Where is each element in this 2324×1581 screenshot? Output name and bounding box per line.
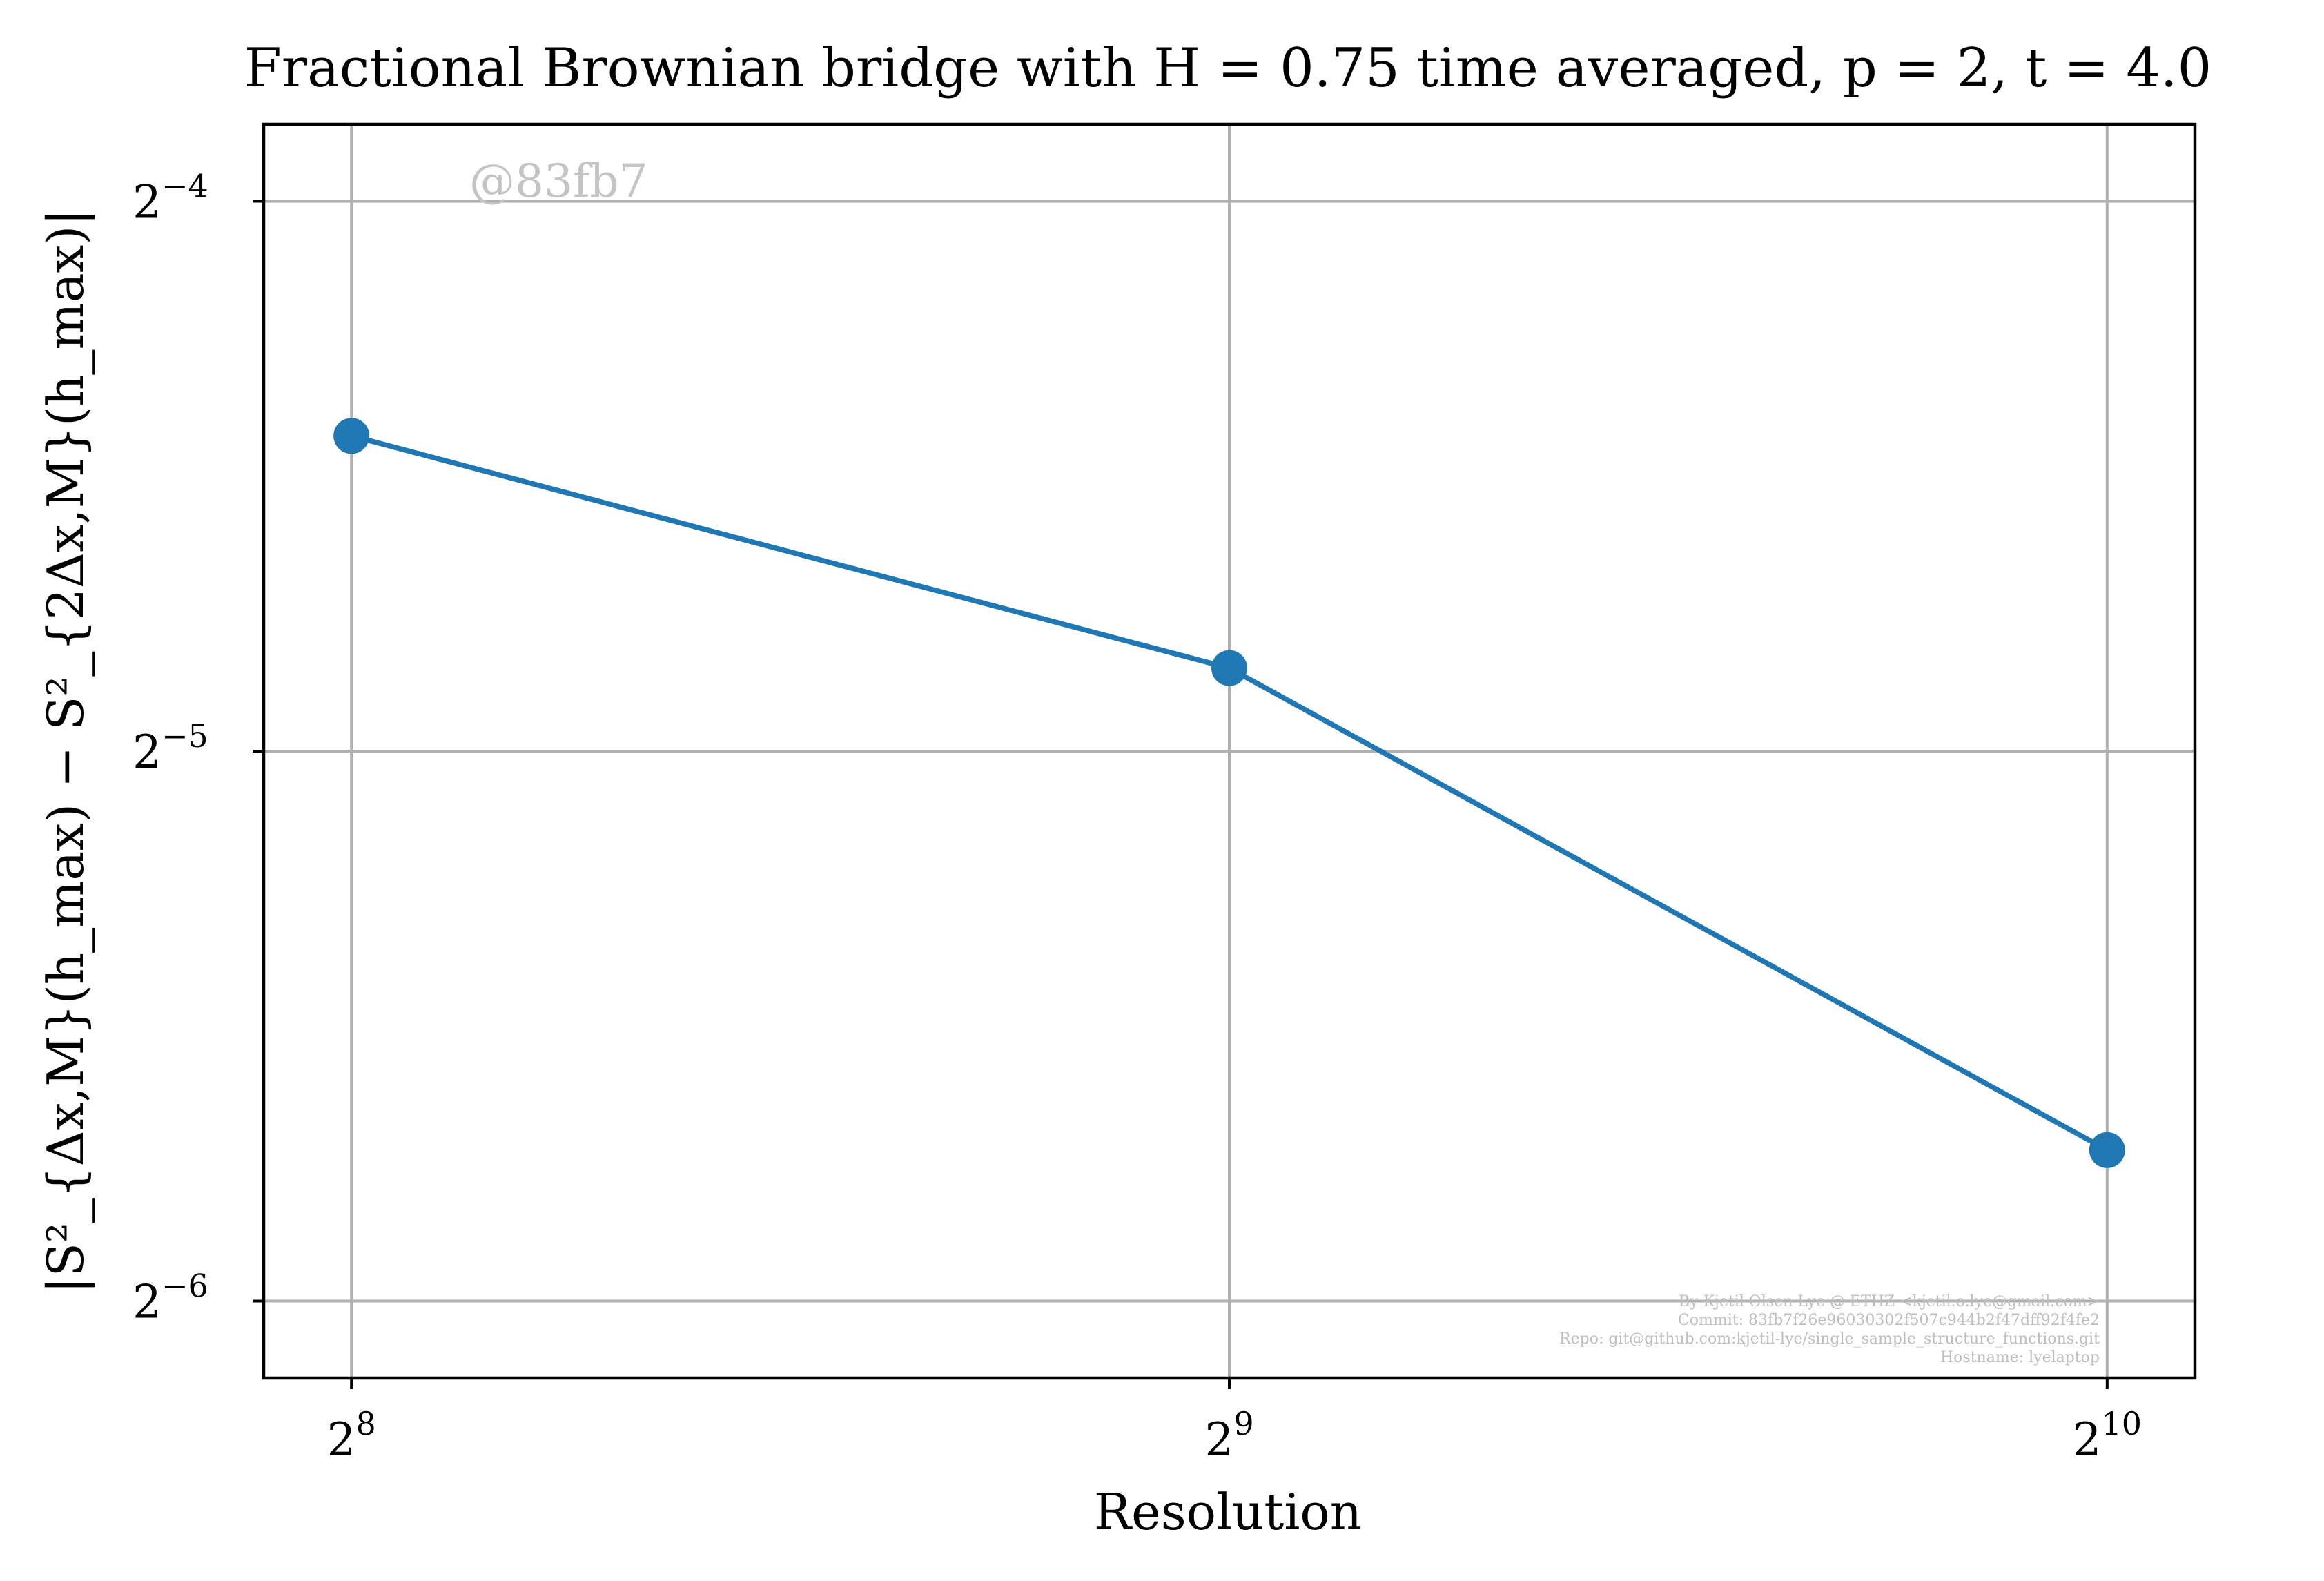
credit-line: Commit: 83fb7f26e96030302f507c944b2f47df…: [1678, 1312, 2100, 1329]
x-tick-label: 28: [327, 1405, 376, 1466]
data-point: [2089, 1132, 2125, 1168]
watermark: @83fb7: [469, 155, 648, 208]
credit-line: By Kjetil Olsen Lye @ ETHZ <kjetil.o.lye…: [1679, 1293, 2100, 1310]
y-tick-label: 2−4: [133, 168, 208, 229]
data-point: [333, 418, 370, 454]
credit-line: Repo: git@github.com:kjetil-lye/single_s…: [1559, 1330, 2100, 1348]
x-tick-label: 29: [1204, 1405, 1253, 1466]
y-axis-ticks: 2−4 2−5 2−6: [133, 168, 264, 1328]
y-axis-label: |S²_{Δx,M}(h_max) − S²_{2Δx,M}(h_max)|: [37, 208, 95, 1293]
chart-title: Fractional Brownian bridge with H = 0.75…: [244, 37, 2212, 99]
y-tick-label: 2−6: [133, 1267, 208, 1328]
plot-frame: [262, 122, 2197, 1380]
series-layer: [333, 418, 2125, 1168]
data-point: [1211, 650, 1247, 686]
x-axis-label: Resolution: [1094, 1483, 1362, 1541]
x-axis-ticks: 28 29 210: [327, 1378, 2142, 1466]
grid: [264, 124, 2195, 1378]
credit-line: Hostname: lyelaptop: [1940, 1349, 2100, 1366]
y-tick-label: 2−5: [133, 717, 208, 779]
x-tick-label: 210: [2073, 1405, 2142, 1466]
credit-block: By Kjetil Olsen Lye @ ETHZ <kjetil.o.lye…: [1559, 1293, 2100, 1366]
